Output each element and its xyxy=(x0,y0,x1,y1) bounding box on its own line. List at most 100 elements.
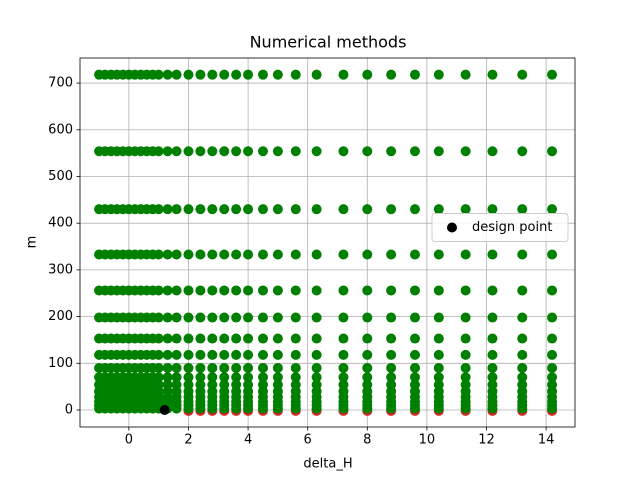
point xyxy=(272,146,283,157)
point xyxy=(231,285,242,296)
point xyxy=(517,403,528,414)
point xyxy=(362,403,373,414)
point xyxy=(290,349,301,360)
point xyxy=(207,204,218,215)
point xyxy=(487,312,498,323)
point xyxy=(207,69,218,80)
point xyxy=(311,285,322,296)
chart-title: Numerical methods xyxy=(250,33,407,52)
point xyxy=(207,285,218,296)
point xyxy=(386,403,397,414)
point xyxy=(386,249,397,260)
point xyxy=(219,403,230,414)
point xyxy=(433,312,444,323)
point xyxy=(257,69,268,80)
point xyxy=(338,312,349,323)
point xyxy=(231,146,242,157)
point xyxy=(257,312,268,323)
axes-frame xyxy=(79,57,576,428)
point xyxy=(219,146,230,157)
x-tick-label: 4 xyxy=(244,433,252,448)
legend-box xyxy=(431,213,569,242)
point xyxy=(207,249,218,260)
point xyxy=(386,69,397,80)
point xyxy=(290,403,301,414)
point xyxy=(460,204,471,215)
point xyxy=(362,249,373,260)
point xyxy=(386,333,397,344)
point xyxy=(153,333,164,344)
point xyxy=(433,69,444,80)
point xyxy=(243,403,254,414)
point xyxy=(409,362,420,373)
point xyxy=(362,146,373,157)
point xyxy=(183,312,194,323)
point xyxy=(409,333,420,344)
point xyxy=(195,285,206,296)
point xyxy=(162,146,173,157)
point xyxy=(362,285,373,296)
point xyxy=(290,372,301,383)
point xyxy=(257,285,268,296)
point xyxy=(338,349,349,360)
point xyxy=(547,249,558,260)
point xyxy=(362,333,373,344)
point xyxy=(171,333,182,344)
point xyxy=(171,146,182,157)
point xyxy=(272,69,283,80)
point xyxy=(460,69,471,80)
point xyxy=(487,249,498,260)
point xyxy=(162,312,173,323)
point xyxy=(460,146,471,157)
point xyxy=(272,312,283,323)
point xyxy=(487,349,498,360)
point xyxy=(290,362,301,373)
point xyxy=(159,405,170,416)
point xyxy=(517,349,528,360)
point xyxy=(338,372,349,383)
point xyxy=(487,362,498,373)
point xyxy=(311,249,322,260)
point xyxy=(547,362,558,373)
x-tick-label: 14 xyxy=(538,433,555,448)
point xyxy=(195,403,206,414)
point xyxy=(311,362,322,373)
point xyxy=(517,249,528,260)
point xyxy=(433,285,444,296)
point xyxy=(219,349,230,360)
point xyxy=(183,372,194,383)
point xyxy=(338,249,349,260)
point xyxy=(362,69,373,80)
point xyxy=(409,146,420,157)
point xyxy=(409,372,420,383)
point xyxy=(460,312,471,323)
point xyxy=(547,312,558,323)
point xyxy=(362,372,373,383)
point xyxy=(517,146,528,157)
y-tick-label: 0 xyxy=(65,403,73,418)
point xyxy=(487,146,498,157)
point xyxy=(272,403,283,414)
point xyxy=(162,204,173,215)
point xyxy=(183,69,194,80)
point xyxy=(547,285,558,296)
point xyxy=(409,69,420,80)
point xyxy=(207,403,218,414)
point xyxy=(362,362,373,373)
point xyxy=(547,403,558,414)
point xyxy=(183,333,194,344)
point xyxy=(243,333,254,344)
point xyxy=(243,146,254,157)
point xyxy=(219,285,230,296)
point xyxy=(433,403,444,414)
point xyxy=(409,312,420,323)
point xyxy=(460,372,471,383)
point xyxy=(162,333,173,344)
point xyxy=(257,249,268,260)
point xyxy=(243,372,254,383)
point xyxy=(207,372,218,383)
point xyxy=(219,204,230,215)
point xyxy=(231,362,242,373)
point xyxy=(162,362,173,373)
point xyxy=(183,403,194,414)
